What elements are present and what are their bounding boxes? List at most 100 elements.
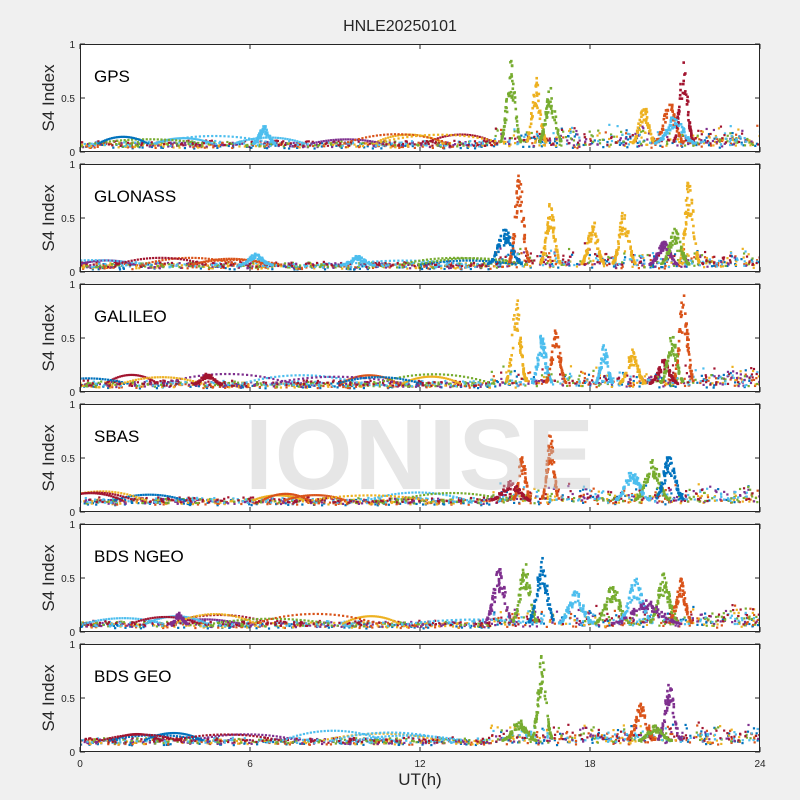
data-point	[472, 144, 476, 147]
data-point	[509, 90, 513, 94]
data-point	[518, 138, 522, 141]
data-point	[483, 265, 486, 268]
data-point	[622, 140, 625, 143]
data-point	[443, 144, 446, 147]
data-point	[447, 258, 450, 261]
data-point	[383, 383, 386, 387]
data-point	[355, 261, 358, 265]
data-point	[684, 262, 687, 265]
data-point	[419, 134, 422, 137]
data-point	[641, 125, 644, 128]
data-point	[261, 264, 265, 268]
data-point	[101, 259, 105, 262]
data-point	[677, 131, 681, 135]
data-point	[578, 136, 581, 139]
data-point	[126, 141, 130, 144]
data-point	[280, 263, 283, 266]
data-point	[439, 143, 442, 147]
data-point	[721, 383, 724, 386]
data-point	[598, 142, 602, 145]
data-point	[656, 260, 659, 264]
data-point	[165, 138, 168, 142]
data-point	[331, 265, 334, 268]
data-point	[647, 126, 650, 129]
data-point	[95, 261, 98, 264]
data-point	[553, 259, 556, 262]
data-point	[401, 266, 404, 269]
data-point	[414, 260, 417, 263]
data-point	[528, 137, 532, 140]
data-point	[646, 122, 650, 125]
data-point	[437, 257, 440, 260]
data-point	[737, 128, 740, 131]
data-point	[687, 254, 690, 257]
data-point	[536, 83, 540, 87]
data-point	[420, 144, 423, 147]
data-point	[565, 142, 569, 146]
data-point	[712, 144, 715, 147]
data-point	[465, 257, 468, 260]
data-point	[615, 249, 618, 252]
data-point	[661, 266, 664, 269]
data-point	[752, 266, 755, 269]
data-point	[690, 133, 693, 136]
data-point	[194, 135, 197, 138]
data-point	[135, 386, 138, 389]
data-point	[332, 266, 335, 269]
data-point	[534, 84, 537, 88]
data-point	[274, 385, 277, 388]
data-point	[555, 245, 558, 248]
data-point	[339, 262, 343, 265]
data-point	[362, 386, 365, 390]
data-point	[754, 383, 757, 386]
data-point	[653, 255, 656, 258]
data-point	[81, 145, 84, 148]
data-point	[659, 144, 662, 147]
data-point	[469, 144, 473, 147]
data-point	[632, 379, 635, 383]
data-point	[179, 383, 182, 387]
data-point	[688, 126, 691, 130]
data-point	[672, 139, 676, 143]
data-point	[445, 256, 448, 260]
data-point	[459, 259, 462, 262]
data-point	[426, 260, 429, 263]
data-point	[544, 252, 547, 255]
data-point	[449, 260, 452, 263]
data-point	[657, 261, 660, 264]
data-point	[288, 138, 292, 141]
data-point	[270, 138, 273, 142]
data-point	[549, 256, 552, 259]
data-point	[425, 258, 429, 261]
data-point	[692, 231, 695, 235]
data-point	[505, 254, 508, 257]
data-point	[641, 382, 644, 386]
data-point	[161, 259, 164, 262]
data-point	[432, 133, 435, 136]
data-point	[590, 237, 593, 241]
data-point	[593, 253, 597, 256]
data-point	[485, 260, 488, 263]
data-point	[228, 142, 231, 146]
data-point	[326, 141, 330, 144]
data-point	[723, 132, 727, 135]
data-point	[179, 137, 182, 140]
data-point	[96, 143, 99, 147]
data-point	[504, 255, 507, 259]
data-point	[391, 135, 395, 138]
data-point	[207, 259, 210, 262]
data-point	[642, 256, 645, 260]
data-point	[747, 262, 751, 266]
data-point	[660, 262, 663, 266]
data-point	[222, 385, 225, 388]
data-point	[326, 144, 329, 147]
data-point	[734, 379, 737, 382]
data-point	[434, 265, 437, 269]
data-point	[675, 118, 678, 122]
data-point	[693, 142, 697, 145]
data-point	[669, 252, 673, 255]
data-point	[213, 142, 216, 145]
data-point	[507, 92, 510, 96]
data-point	[555, 145, 558, 148]
